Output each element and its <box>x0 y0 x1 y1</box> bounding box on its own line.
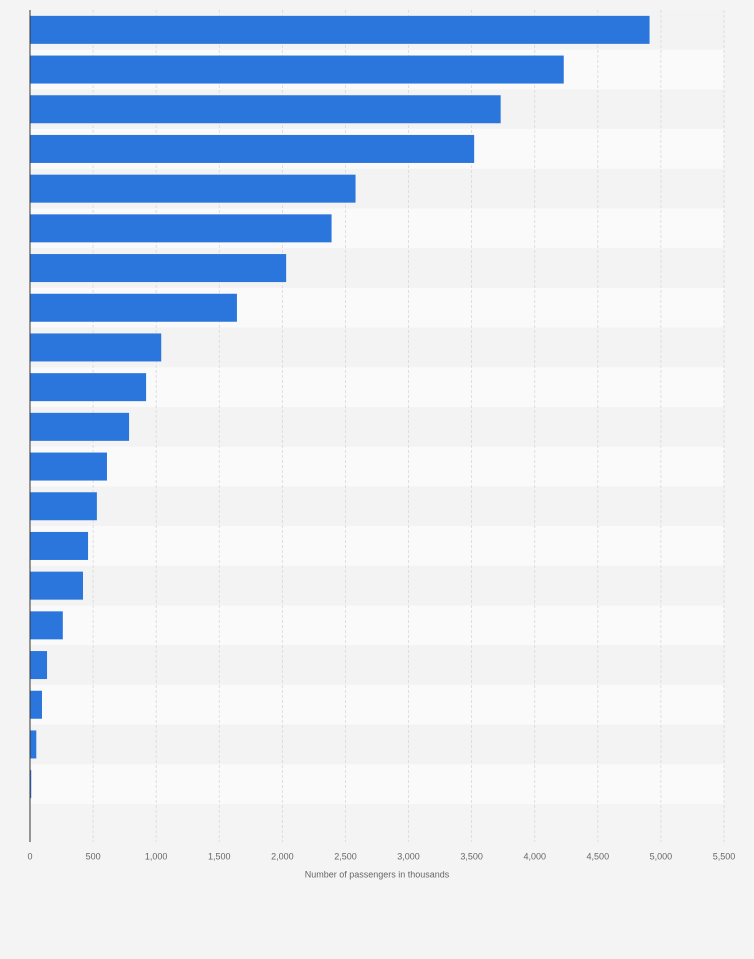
bar <box>30 373 147 402</box>
bar <box>30 531 89 560</box>
band-stripe <box>30 526 724 566</box>
band-stripe <box>30 605 724 646</box>
bar <box>30 571 83 600</box>
x-tick-label: 1,500 <box>208 851 231 861</box>
bar <box>30 651 48 680</box>
bar <box>30 452 107 481</box>
bar <box>30 730 37 759</box>
x-axis-label: Number of passengers in thousands <box>305 869 450 879</box>
x-tick-label: 500 <box>86 851 101 861</box>
bar <box>30 293 237 322</box>
bar <box>30 611 63 640</box>
band-stripe <box>30 446 724 487</box>
x-tick-label: 4,500 <box>587 851 610 861</box>
x-tick-label: 1,000 <box>145 851 168 861</box>
band-stripe <box>30 486 724 527</box>
band-stripe <box>30 565 724 606</box>
bar <box>30 254 287 283</box>
x-tick-label: 2,000 <box>271 851 294 861</box>
x-tick-label: 2,500 <box>334 851 357 861</box>
x-tick-label: 0 <box>27 851 32 861</box>
x-tick-label: 5,500 <box>713 851 736 861</box>
x-tick-label: 5,000 <box>650 851 673 861</box>
band-stripe <box>30 764 724 804</box>
band-stripe <box>30 407 724 447</box>
bar <box>30 492 97 521</box>
band-stripe <box>30 645 724 685</box>
band-stripe <box>30 684 724 725</box>
bar <box>30 412 130 441</box>
bar <box>30 174 356 203</box>
bar <box>30 95 501 124</box>
bar <box>30 55 564 84</box>
bar <box>30 134 475 163</box>
bar <box>30 214 332 243</box>
bands <box>30 10 724 804</box>
x-tick-label: 3,500 <box>460 851 483 861</box>
bar <box>30 770 32 799</box>
x-tick-label: 4,000 <box>523 851 546 861</box>
x-tick-label: 3,000 <box>397 851 420 861</box>
bar <box>30 15 650 44</box>
bar <box>30 333 162 362</box>
bar <box>30 690 42 719</box>
band-stripe <box>30 724 724 765</box>
